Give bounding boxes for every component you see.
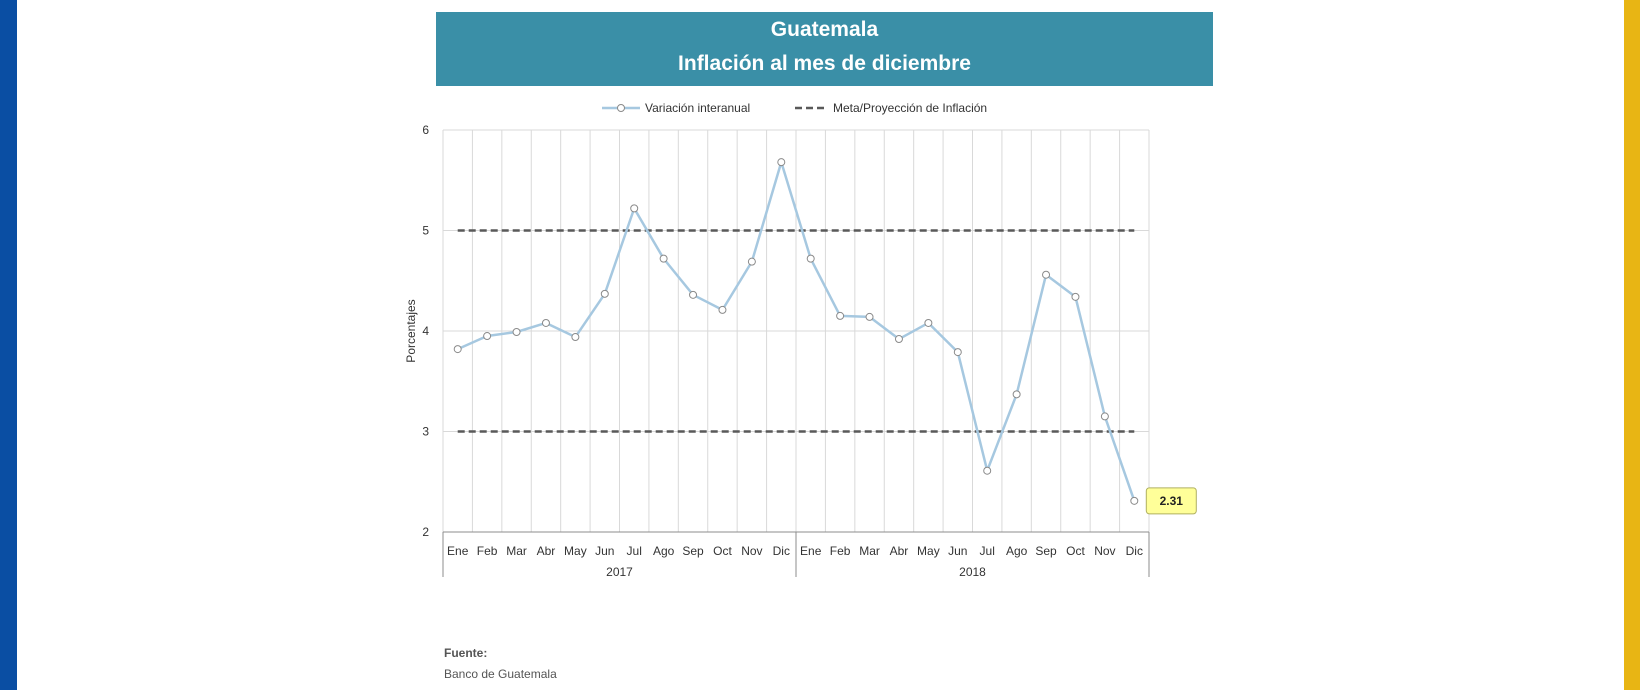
data-point — [983, 466, 992, 475]
x-tick-label: Mar — [506, 544, 527, 558]
group-label: 2018 — [959, 565, 986, 579]
x-tick-label: Oct — [1066, 544, 1085, 558]
x-tick-label: Ago — [1006, 544, 1028, 558]
data-point — [689, 290, 698, 299]
y-tick-label: 5 — [422, 224, 429, 238]
legend-target-label: Meta/Proyección de Inflación — [833, 101, 987, 115]
data-callout-label: 2.31 — [1160, 494, 1184, 508]
data-point — [953, 348, 962, 357]
x-tick-label: Ago — [653, 544, 675, 558]
x-tick-label: Abr — [537, 544, 556, 558]
data-point — [1042, 270, 1051, 279]
x-tick-label: Nov — [741, 544, 762, 558]
y-tick-label: 6 — [422, 123, 429, 137]
data-point — [630, 204, 639, 213]
chart-header: Guatemala Inflación al mes de diciembre — [436, 12, 1213, 86]
data-point — [777, 158, 786, 167]
data-point — [1130, 496, 1139, 505]
data-point — [836, 311, 845, 320]
x-tick-label: Dic — [1126, 544, 1143, 558]
x-tick-label: Feb — [477, 544, 498, 558]
data-point — [659, 254, 668, 263]
data-point — [718, 305, 727, 314]
data-point — [1071, 292, 1080, 301]
data-point — [894, 335, 903, 344]
x-tick-label: Oct — [713, 544, 732, 558]
data-point — [483, 332, 492, 341]
data-point — [541, 318, 550, 327]
data-point — [571, 333, 580, 342]
data-point — [512, 328, 521, 337]
y-tick-label: 4 — [422, 324, 429, 338]
x-tick-label: Feb — [830, 544, 851, 558]
x-tick-label: Jun — [595, 544, 614, 558]
data-point — [1012, 390, 1021, 399]
source-note: Fuente: Banco de Guatemala — [444, 646, 557, 681]
data-point — [806, 254, 815, 263]
x-tick-label: Sep — [682, 544, 704, 558]
y-axis-label: Porcentajes — [404, 299, 418, 362]
y-tick-label: 2 — [422, 525, 429, 539]
x-tick-label: Ene — [800, 544, 822, 558]
y-tick-label: 3 — [422, 425, 429, 439]
x-tick-label: Jul — [627, 544, 642, 558]
data-point — [453, 345, 462, 354]
x-tick-label: Nov — [1094, 544, 1115, 558]
x-tick-label: Mar — [859, 544, 880, 558]
data-point — [747, 257, 756, 266]
left-decorative-stripe — [0, 0, 17, 690]
series-line — [457, 160, 1136, 502]
source-value: Banco de Guatemala — [444, 667, 557, 681]
group-label: 2017 — [606, 565, 633, 579]
x-tick-label: Jun — [948, 544, 967, 558]
x-tick-label: May — [564, 544, 587, 558]
inflation-line-chart: 2 3 4 5 6 Porcentajes Ene Feb Mar Abr May Jun Jul Ago… — [404, 101, 1197, 579]
legend-series-label: Variación interanual — [645, 101, 750, 115]
data-point — [924, 318, 933, 327]
data-point — [865, 312, 874, 321]
legend-series-marker — [617, 104, 625, 112]
data-point — [600, 289, 609, 298]
source-label: Fuente: — [444, 646, 488, 660]
x-tick-label: Sep — [1035, 544, 1057, 558]
chart-subtitle: Inflación al mes de diciembre — [678, 52, 971, 75]
x-tick-label: Ene — [447, 544, 469, 558]
right-decorative-stripe — [1624, 0, 1640, 690]
x-tick-label: Dic — [773, 544, 790, 558]
x-tick-label: Abr — [890, 544, 909, 558]
x-tick-label: May — [917, 544, 940, 558]
chart-title: Guatemala — [770, 18, 879, 41]
data-callout-box — [1145, 487, 1197, 515]
data-point — [1100, 412, 1109, 421]
x-tick-label: Jul — [980, 544, 995, 558]
